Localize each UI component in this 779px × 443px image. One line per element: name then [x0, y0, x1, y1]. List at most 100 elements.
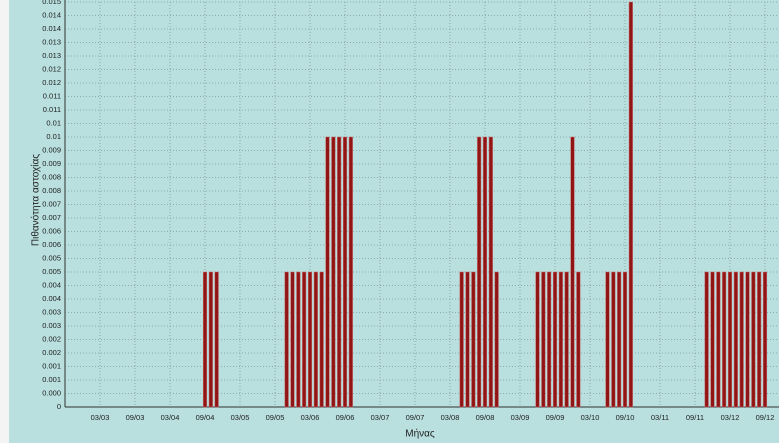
y-tick-label: 0.014	[42, 24, 61, 33]
x-tick-label: 03/12	[721, 413, 740, 422]
x-tick-label: 09/10	[616, 413, 635, 422]
y-tick-label: 0.007	[42, 213, 61, 222]
bar	[751, 271, 756, 408]
y-tick-label: 0.014	[42, 10, 61, 19]
y-tick-label: 0.007	[42, 199, 61, 208]
y-tick-label: 0.000	[42, 388, 61, 397]
bar	[558, 271, 563, 408]
bar	[342, 136, 348, 408]
x-tick-label: 09/06	[336, 413, 355, 422]
y-tick-label: 0.006	[42, 240, 61, 249]
side-strip	[0, 0, 9, 443]
x-tick-label: 03/04	[161, 413, 180, 422]
bar	[541, 271, 546, 408]
bar	[214, 271, 219, 408]
x-axis-label: Μήνας	[405, 428, 435, 440]
x-tick-label: 09/11	[686, 413, 704, 422]
bar	[745, 271, 750, 408]
bar	[313, 271, 318, 408]
bar	[564, 271, 569, 408]
bar	[331, 136, 336, 408]
bar	[307, 271, 313, 408]
bar	[722, 271, 727, 408]
y-tick-label: 0.006	[42, 226, 61, 235]
bar	[459, 271, 464, 408]
bar	[302, 271, 307, 408]
y-tick-label: 0.013	[42, 37, 61, 46]
bar	[733, 271, 738, 408]
y-tick-label: 0.001	[42, 361, 61, 370]
y-tick-label: 0.013	[42, 51, 61, 60]
x-tick-label: 03/06	[301, 413, 320, 422]
bar	[325, 136, 330, 408]
x-tick-label: 03/09	[511, 413, 530, 422]
bar	[482, 136, 488, 408]
y-tick-label: 0.005	[42, 267, 61, 276]
y-tick-label: 0.011	[43, 105, 61, 114]
bar	[471, 271, 476, 408]
bar	[611, 271, 616, 408]
y-tick-label: 0.004	[42, 280, 61, 289]
bar	[617, 271, 622, 408]
bar	[465, 271, 470, 408]
y-tick-label: 0.003	[42, 307, 61, 316]
bar	[202, 271, 208, 408]
bar	[290, 271, 295, 408]
bar	[477, 136, 482, 408]
x-tick-label: 09/09	[546, 413, 565, 422]
bar	[208, 271, 213, 408]
bar	[757, 271, 762, 408]
bar	[547, 271, 552, 408]
x-tick-label: 09/07	[406, 413, 425, 422]
y-tick-label: 0.009	[42, 145, 61, 154]
x-tick-label: 09/08	[476, 413, 495, 422]
y-tick-label: 0.012	[42, 64, 61, 73]
bar	[739, 271, 744, 408]
x-tick-label: 09/04	[196, 413, 215, 422]
bar	[605, 271, 610, 408]
x-tick-label: 03/10	[581, 413, 600, 422]
x-tick-label: 03/08	[441, 413, 460, 422]
y-tick-label: 0.009	[42, 159, 61, 168]
y-tick-label: 0.004	[42, 294, 61, 303]
bar	[284, 271, 289, 408]
y-tick-label: 0.011	[43, 91, 61, 100]
x-tick-label: 03/07	[371, 413, 390, 422]
y-tick-label: 0.001	[42, 375, 61, 384]
bar	[576, 271, 581, 408]
bar	[727, 271, 733, 408]
bar	[628, 1, 633, 408]
y-tick-label: 0.01	[46, 118, 61, 127]
bar	[494, 271, 499, 408]
x-tick-label: 09/03	[126, 413, 145, 422]
bar	[710, 271, 715, 408]
bar	[535, 271, 540, 408]
x-tick-label: 09/05	[266, 413, 285, 422]
bar	[552, 271, 558, 408]
bar	[704, 271, 709, 408]
bar	[348, 136, 353, 408]
bar	[622, 271, 628, 408]
x-tick-label: 09/12	[756, 413, 775, 422]
x-tick-label: 03/05	[231, 413, 250, 422]
y-tick-label: 0.01	[46, 132, 61, 141]
x-tick-label: 03/11	[651, 413, 669, 422]
y-tick-label: 0.008	[42, 172, 61, 181]
bar	[319, 271, 324, 408]
y-tick-label: 0.008	[42, 186, 61, 195]
y-tick-label: 0.002	[42, 348, 61, 357]
y-tick-label: 0.005	[42, 253, 61, 262]
y-tick-label: 0.015	[42, 0, 61, 6]
y-tick-label: 0.003	[42, 321, 61, 330]
bar	[716, 271, 721, 408]
bar	[488, 136, 493, 408]
y-tick-label: 0.002	[42, 334, 61, 343]
bar	[296, 271, 301, 408]
y-tick-label: 0.012	[42, 78, 61, 87]
y-axis-label: Πιθανότητα αστοχίας	[30, 154, 42, 246]
y-tick-label: 0	[57, 402, 61, 411]
bar	[570, 136, 575, 408]
x-tick-label: 03/03	[91, 413, 110, 422]
